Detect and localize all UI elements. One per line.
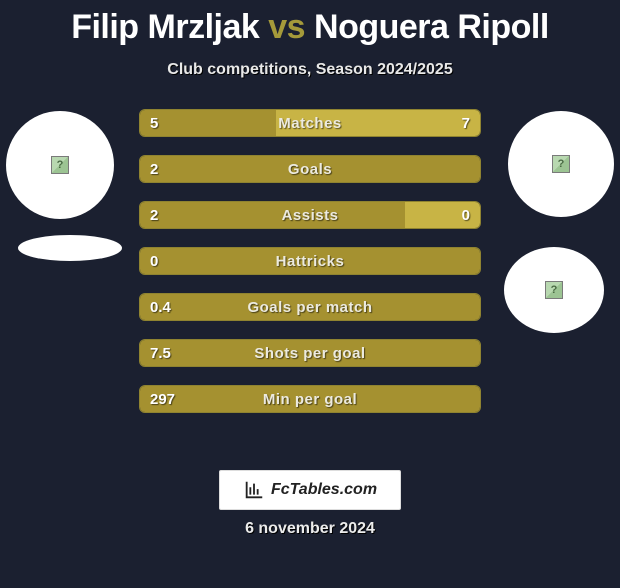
placeholder-icon xyxy=(51,156,69,174)
stat-value-right: 0 xyxy=(462,202,470,228)
stat-row: 5Matches7 xyxy=(139,109,481,137)
player2-club-badge xyxy=(504,247,604,333)
stat-bars: 5Matches72Goals2Assists00Hattricks0.4Goa… xyxy=(139,109,481,431)
date-label: 6 november 2024 xyxy=(0,520,620,538)
stat-value-right: 7 xyxy=(462,110,470,136)
stat-row: 2Goals xyxy=(139,155,481,183)
player1-club-badge xyxy=(18,235,122,261)
chart-icon xyxy=(243,479,265,501)
stat-label: Assists xyxy=(140,202,480,228)
stat-label: Shots per goal xyxy=(140,340,480,366)
placeholder-icon xyxy=(545,281,563,299)
logo-text: FcTables.com xyxy=(271,481,377,499)
comparison-area: 5Matches72Goals2Assists00Hattricks0.4Goa… xyxy=(0,109,620,429)
player1-avatar xyxy=(6,111,114,219)
stat-row: 0.4Goals per match xyxy=(139,293,481,321)
stat-label: Hattricks xyxy=(140,248,480,274)
subtitle: Club competitions, Season 2024/2025 xyxy=(0,61,620,79)
player2-name: Noguera Ripoll xyxy=(314,8,549,46)
player2-avatar xyxy=(508,111,614,217)
stat-label: Min per goal xyxy=(140,386,480,412)
player1-name: Filip Mrzljak xyxy=(71,8,259,46)
stat-label: Matches xyxy=(140,110,480,136)
site-logo: FcTables.com xyxy=(219,470,401,510)
stat-row: 7.5Shots per goal xyxy=(139,339,481,367)
stat-row: 297Min per goal xyxy=(139,385,481,413)
stat-label: Goals per match xyxy=(140,294,480,320)
stat-label: Goals xyxy=(140,156,480,182)
page-title: Filip Mrzljak vs Noguera Ripoll xyxy=(0,8,620,47)
placeholder-icon xyxy=(552,155,570,173)
vs-label: vs xyxy=(268,8,305,46)
stat-row: 2Assists0 xyxy=(139,201,481,229)
stat-row: 0Hattricks xyxy=(139,247,481,275)
